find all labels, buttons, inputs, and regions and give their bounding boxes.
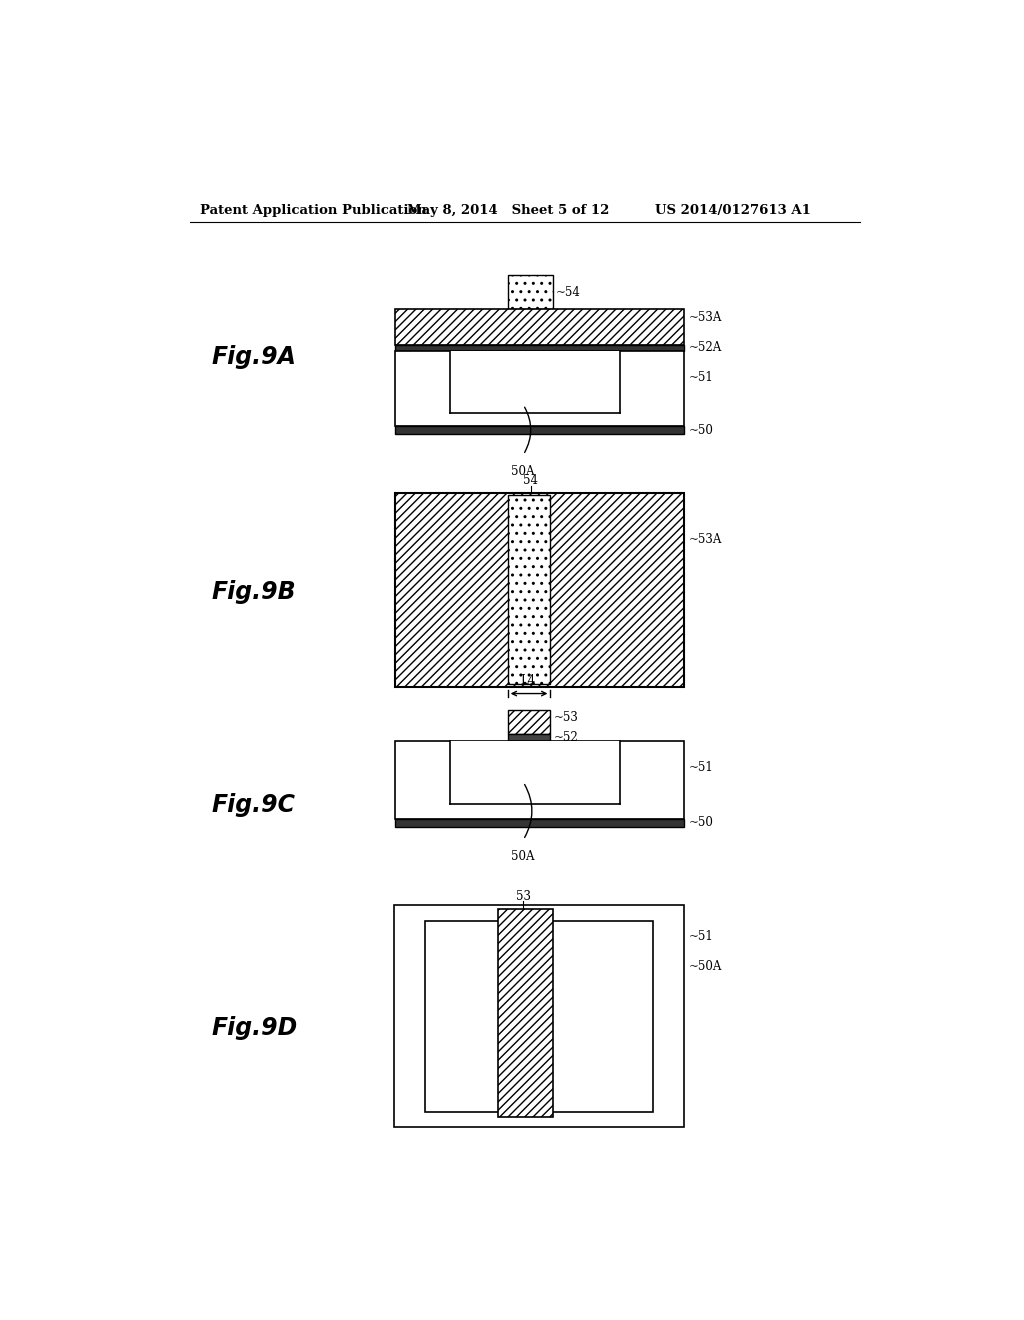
Text: Fig.9D: Fig.9D xyxy=(212,1016,298,1040)
Bar xyxy=(394,906,684,1127)
Text: 53: 53 xyxy=(516,890,530,903)
Text: ~53A: ~53A xyxy=(688,533,722,546)
Bar xyxy=(450,351,621,412)
Text: ~53A: ~53A xyxy=(688,312,722,325)
Bar xyxy=(395,351,684,426)
Text: ~53: ~53 xyxy=(554,711,579,723)
Text: ~50: ~50 xyxy=(688,816,713,829)
Text: US 2014/0127613 A1: US 2014/0127613 A1 xyxy=(655,205,811,218)
Text: ~50A: ~50A xyxy=(688,961,722,973)
Text: Fig.9B: Fig.9B xyxy=(212,579,296,605)
Bar xyxy=(395,309,684,345)
Text: ~52A: ~52A xyxy=(688,342,722,354)
Text: ~51: ~51 xyxy=(688,371,713,384)
Bar xyxy=(508,734,550,741)
Text: Fig.9A: Fig.9A xyxy=(212,345,297,370)
Bar xyxy=(508,276,553,309)
Bar xyxy=(508,495,550,684)
Text: ~51: ~51 xyxy=(688,929,713,942)
Bar xyxy=(450,741,621,804)
Text: 50A: 50A xyxy=(512,465,535,478)
Bar xyxy=(395,494,684,686)
Text: Patent Application Publication: Patent Application Publication xyxy=(200,205,427,218)
Bar xyxy=(395,818,684,826)
Text: ~50: ~50 xyxy=(688,424,713,437)
Text: L4: L4 xyxy=(520,675,536,688)
Bar xyxy=(499,909,553,1117)
Bar xyxy=(395,426,684,434)
Text: 50A: 50A xyxy=(512,850,535,863)
Text: 54: 54 xyxy=(523,474,539,487)
Text: ~51: ~51 xyxy=(688,760,713,774)
Text: ~52: ~52 xyxy=(554,731,579,744)
Bar xyxy=(425,921,653,1111)
Bar xyxy=(395,741,684,818)
Bar xyxy=(395,345,684,351)
Text: May 8, 2014   Sheet 5 of 12: May 8, 2014 Sheet 5 of 12 xyxy=(407,205,609,218)
Text: ~54: ~54 xyxy=(556,286,581,298)
Bar xyxy=(508,710,550,734)
Text: Fig.9C: Fig.9C xyxy=(212,793,296,817)
